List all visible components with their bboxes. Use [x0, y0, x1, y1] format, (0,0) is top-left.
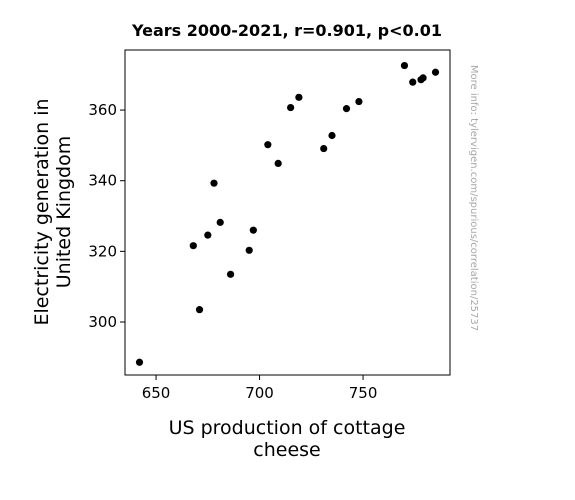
- x-tick-label: 750: [349, 384, 378, 402]
- data-point: [320, 144, 328, 153]
- y-tick-label: 360: [88, 101, 117, 119]
- data-point: [204, 231, 212, 239]
- data-point: [189, 242, 197, 250]
- data-point: [226, 270, 235, 278]
- data-point: [216, 218, 224, 226]
- data-point: [419, 74, 427, 82]
- data-point: [355, 97, 363, 106]
- data-point: [409, 78, 417, 86]
- y-axis-ticks: 300 320 340 360: [88, 101, 125, 331]
- source-note: More info: tylervigen.com/spurious/corre…: [468, 65, 479, 331]
- chart-title: Years 2000-2021, r=0.901, p<0.01: [131, 21, 442, 40]
- data-point: [249, 226, 257, 234]
- x-axis-label-line-1: US production of cottage: [169, 417, 406, 439]
- data-point: [210, 179, 218, 187]
- plot-area: [124, 49, 451, 376]
- data-point: [431, 68, 440, 76]
- data-point: [400, 61, 409, 70]
- x-axis-ticks: 650 700 750: [142, 375, 378, 402]
- data-point: [295, 93, 303, 101]
- x-tick-label: 700: [245, 384, 274, 402]
- data-points: [135, 61, 440, 366]
- data-point: [264, 141, 272, 149]
- y-tick-label: 340: [88, 172, 117, 190]
- data-point: [135, 358, 144, 366]
- y-axis-label-line-1: Electricity generation in: [31, 98, 53, 325]
- x-axis-label-line-2: cheese: [253, 439, 320, 461]
- y-tick-label: 300: [88, 313, 117, 331]
- data-point: [328, 131, 336, 140]
- y-tick-label: 320: [88, 242, 117, 260]
- data-point: [245, 246, 253, 254]
- data-point: [287, 103, 295, 112]
- data-point: [342, 105, 351, 113]
- y-axis-label-line-2: United Kingdom: [53, 136, 75, 289]
- x-tick-label: 650: [142, 384, 171, 402]
- data-point: [274, 159, 282, 167]
- data-point: [195, 306, 204, 314]
